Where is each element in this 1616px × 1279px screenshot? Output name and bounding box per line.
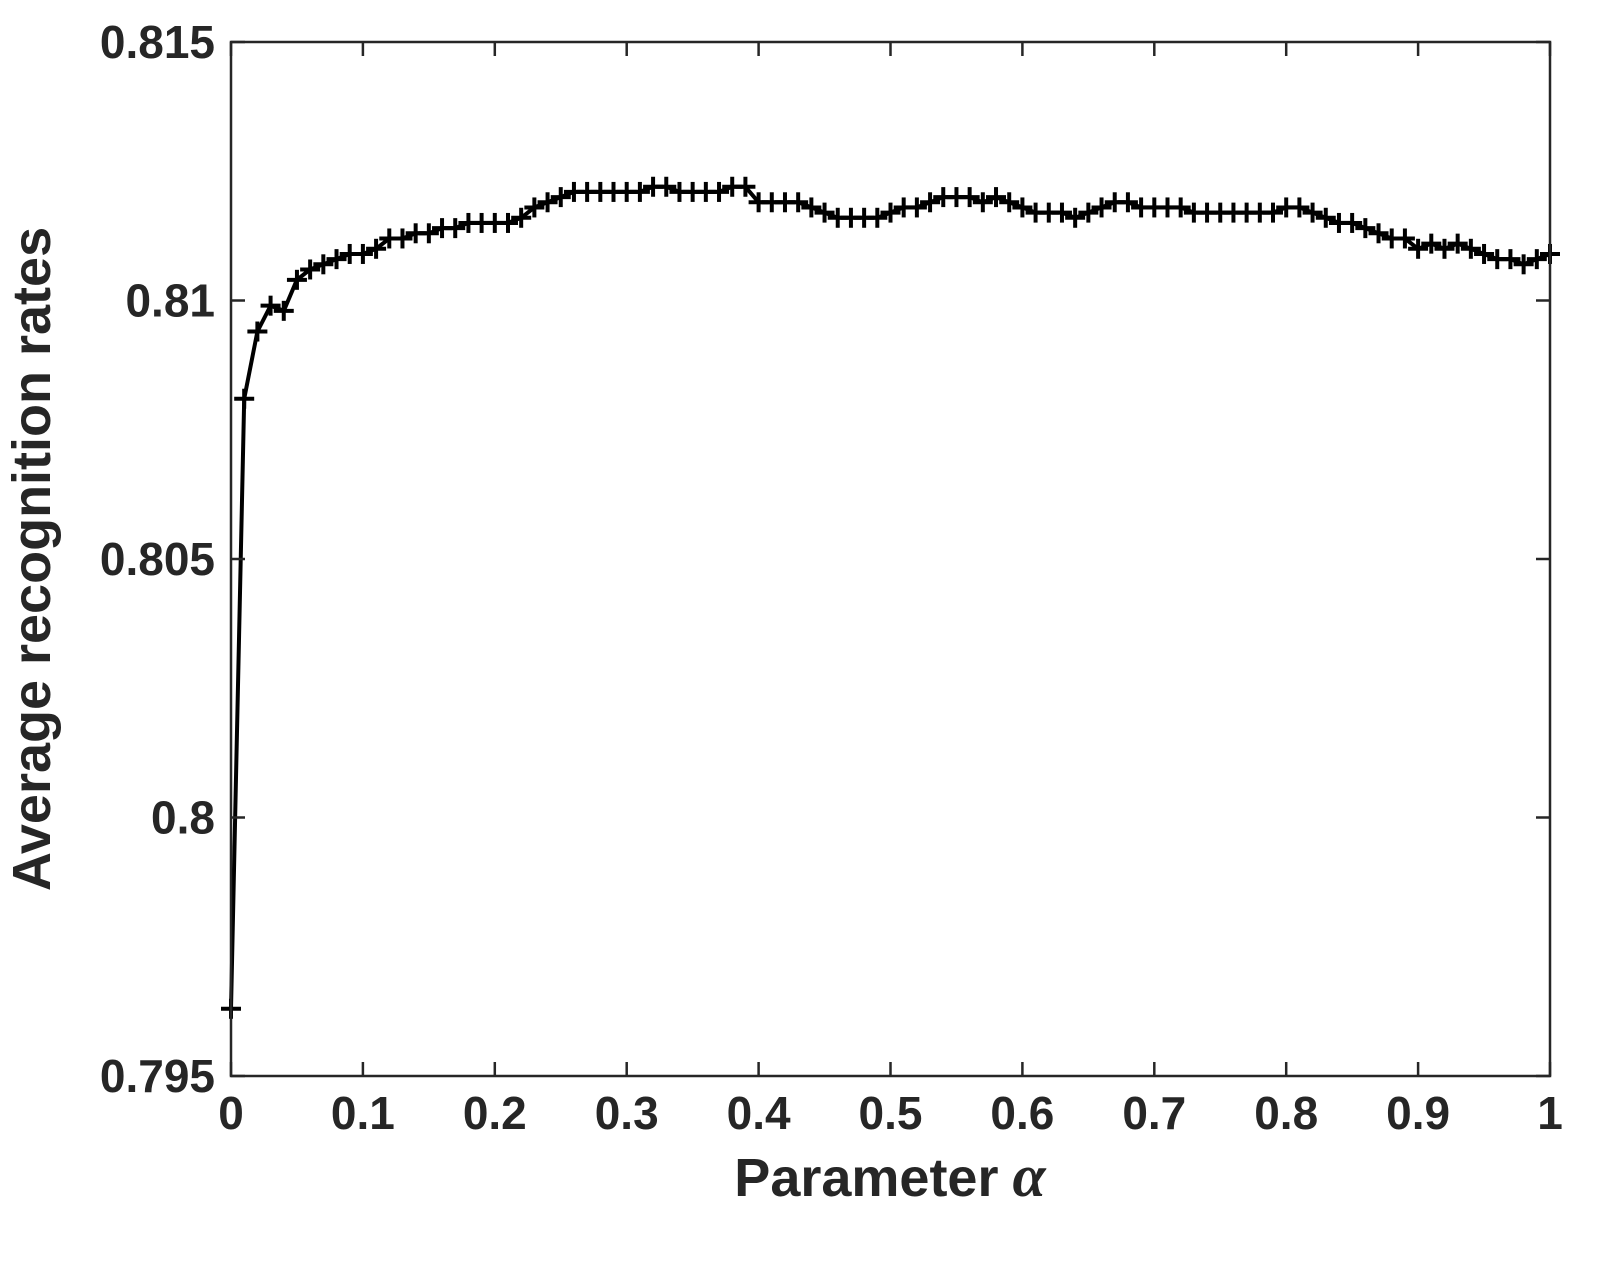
data-point-marker [986, 187, 1007, 208]
data-point-marker [1012, 197, 1033, 218]
data-point-marker [906, 197, 927, 218]
data-point-marker [1408, 238, 1429, 259]
data-point-marker [709, 181, 730, 202]
data-point-marker [247, 321, 268, 342]
x-tick-label: 0.5 [859, 1087, 923, 1139]
x-tick-label: 0.7 [1122, 1087, 1186, 1139]
x-tick-label: 0.6 [990, 1087, 1054, 1139]
data-point-marker [1091, 197, 1112, 218]
y-axis-label: Average recognition rates [2, 227, 62, 891]
data-point-marker [445, 218, 466, 239]
x-tick-label: 0.9 [1386, 1087, 1450, 1139]
data-point-marker [1434, 238, 1455, 259]
data-point-marker [1355, 218, 1376, 239]
data-point-marker [550, 187, 571, 208]
data-point-marker [1263, 202, 1284, 223]
y-tick-label: 0.81 [125, 275, 215, 327]
data-point-marker [511, 207, 532, 228]
data-point-marker [1078, 202, 1099, 223]
data-point-marker [524, 197, 545, 218]
data-point-marker [366, 238, 387, 259]
series-layer [221, 176, 1560, 1019]
data-point-marker [1474, 243, 1495, 264]
data-point-marker [1421, 233, 1442, 254]
data-point-marker [1368, 223, 1389, 244]
data-point-marker [814, 202, 835, 223]
data-point-marker [801, 197, 822, 218]
data-point-marker [920, 192, 941, 213]
data-point-marker [1117, 192, 1138, 213]
x-axis-label: Parameter α [734, 1143, 1046, 1209]
data-point-marker [1500, 249, 1521, 270]
data-point-marker [1051, 202, 1072, 223]
x-tick-label: 1 [1537, 1087, 1563, 1139]
data-point-marker [273, 300, 294, 321]
data-point-marker [788, 192, 809, 213]
data-point-marker [1342, 212, 1363, 233]
x-tick-label: 0.8 [1254, 1087, 1318, 1139]
data-point-marker [326, 249, 347, 270]
data-point-marker [1447, 233, 1468, 254]
data-point-marker [300, 259, 321, 280]
data-point-marker [1315, 207, 1336, 228]
data-point-marker [352, 243, 373, 264]
data-point-marker [260, 295, 281, 316]
y-tick-label: 0.795 [100, 1050, 215, 1102]
data-point-marker [1170, 197, 1191, 218]
data-point-marker [497, 212, 518, 233]
ticks-layer: 0 0.1 0.2 0.3 0.4 0.5 0.6 0.7 0.8 0.9 1 0.795 0.8 0.8… [100, 16, 1563, 1139]
series-line [229, 184, 1551, 1009]
y-tick-label: 0.805 [100, 533, 215, 585]
data-point-marker [1526, 249, 1547, 270]
data-point-marker [1065, 207, 1086, 228]
data-point-marker [286, 269, 307, 290]
data-point-marker [537, 192, 558, 213]
x-axis-label-symbol: α [1012, 1143, 1046, 1209]
x-tick-label: 0.1 [331, 1087, 395, 1139]
data-point-marker [629, 181, 650, 202]
data-point-marker [1460, 238, 1481, 259]
data-point-marker [880, 202, 901, 223]
plot-area-frame [229, 40, 1552, 1078]
x-tick-label: 0.4 [727, 1087, 791, 1139]
data-point-marker [1289, 197, 1310, 218]
data-point-marker [1513, 254, 1534, 275]
data-point-marker [656, 176, 677, 197]
data-point-marker [867, 207, 888, 228]
y-tick-label: 0.8 [151, 792, 215, 844]
data-point-marker [313, 254, 334, 275]
data-point-marker [392, 228, 413, 249]
data-point-marker [972, 192, 993, 213]
x-tick-label: 0.2 [463, 1087, 527, 1139]
data-point-marker [1394, 228, 1415, 249]
data-point-marker [1302, 202, 1323, 223]
x-tick-label: 0.3 [595, 1087, 659, 1139]
x-axis-label-text: Parameter [734, 1148, 998, 1208]
data-point-marker [959, 187, 980, 208]
data-point-marker [234, 388, 255, 409]
y-tick-label: 0.815 [100, 16, 215, 68]
data-point-marker [735, 176, 756, 197]
data-point-marker [418, 223, 439, 244]
data-point-marker [999, 192, 1020, 213]
x-tick-label: 0 [218, 1087, 244, 1139]
